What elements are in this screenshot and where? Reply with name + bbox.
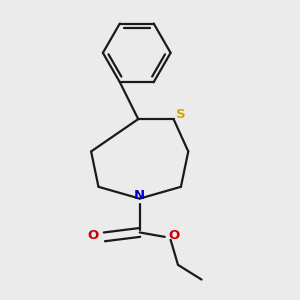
- Text: S: S: [176, 108, 186, 121]
- Text: N: N: [134, 188, 145, 202]
- Text: O: O: [88, 229, 99, 242]
- Text: O: O: [169, 229, 180, 242]
